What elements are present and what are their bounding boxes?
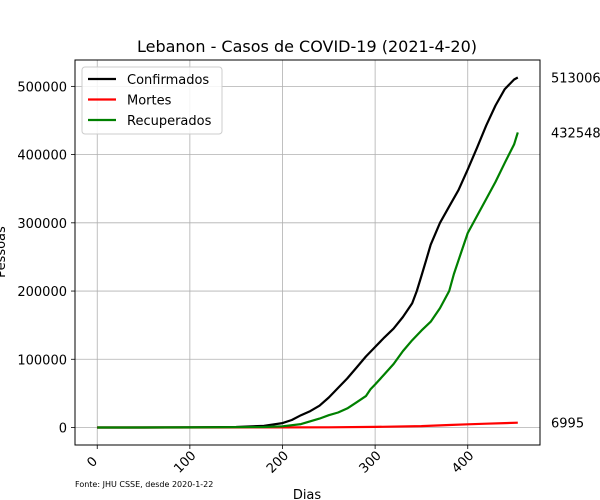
legend-label: Confirmados: [127, 73, 209, 88]
y-axis: 0 100000 200000 300000 400000 500000: [17, 80, 75, 437]
end-label-mortes: 6995: [551, 417, 584, 432]
y-tick-label: 100000: [17, 353, 67, 368]
end-label-confirmados: 513006: [551, 71, 600, 86]
legend-box: [81, 66, 223, 135]
y-tick-label: 0: [59, 422, 67, 437]
y-tick-label: 200000: [17, 285, 67, 300]
series-line-recuperados: [97, 132, 519, 429]
x-axis: 0 100 200 300 400: [85, 445, 477, 477]
x-tick-label: 200: [264, 448, 292, 476]
legend: Confirmados Mortes Recuperados: [81, 66, 223, 135]
end-label-recuperados: 432548: [551, 126, 600, 141]
x-axis-label: Dias: [293, 488, 322, 500]
series-line-confirmados: [97, 76, 519, 429]
x-tick-label: 400: [449, 448, 477, 476]
chart-title: Lebanon - Casos de COVID-19 (2021-4-20): [137, 37, 477, 56]
x-tick-label: 300: [357, 448, 385, 476]
x-tick-label: 100: [171, 448, 199, 476]
y-tick-label: 300000: [17, 217, 67, 232]
series-lines: [97, 76, 519, 429]
y-tick-label: 400000: [17, 149, 67, 164]
x-tick-label: 0: [85, 454, 101, 470]
y-tick-label: 500000: [17, 80, 67, 95]
legend-label: Mortes: [127, 94, 172, 109]
plot-frame: [74, 59, 541, 446]
end-labels: 513006 6995 432548: [551, 71, 600, 431]
y-axis-label: Pessoas: [0, 226, 9, 278]
source-note: Fonte: JHU CSSE, desde 2020-1-22: [75, 480, 213, 489]
legend-label: Recuperados: [127, 114, 212, 129]
